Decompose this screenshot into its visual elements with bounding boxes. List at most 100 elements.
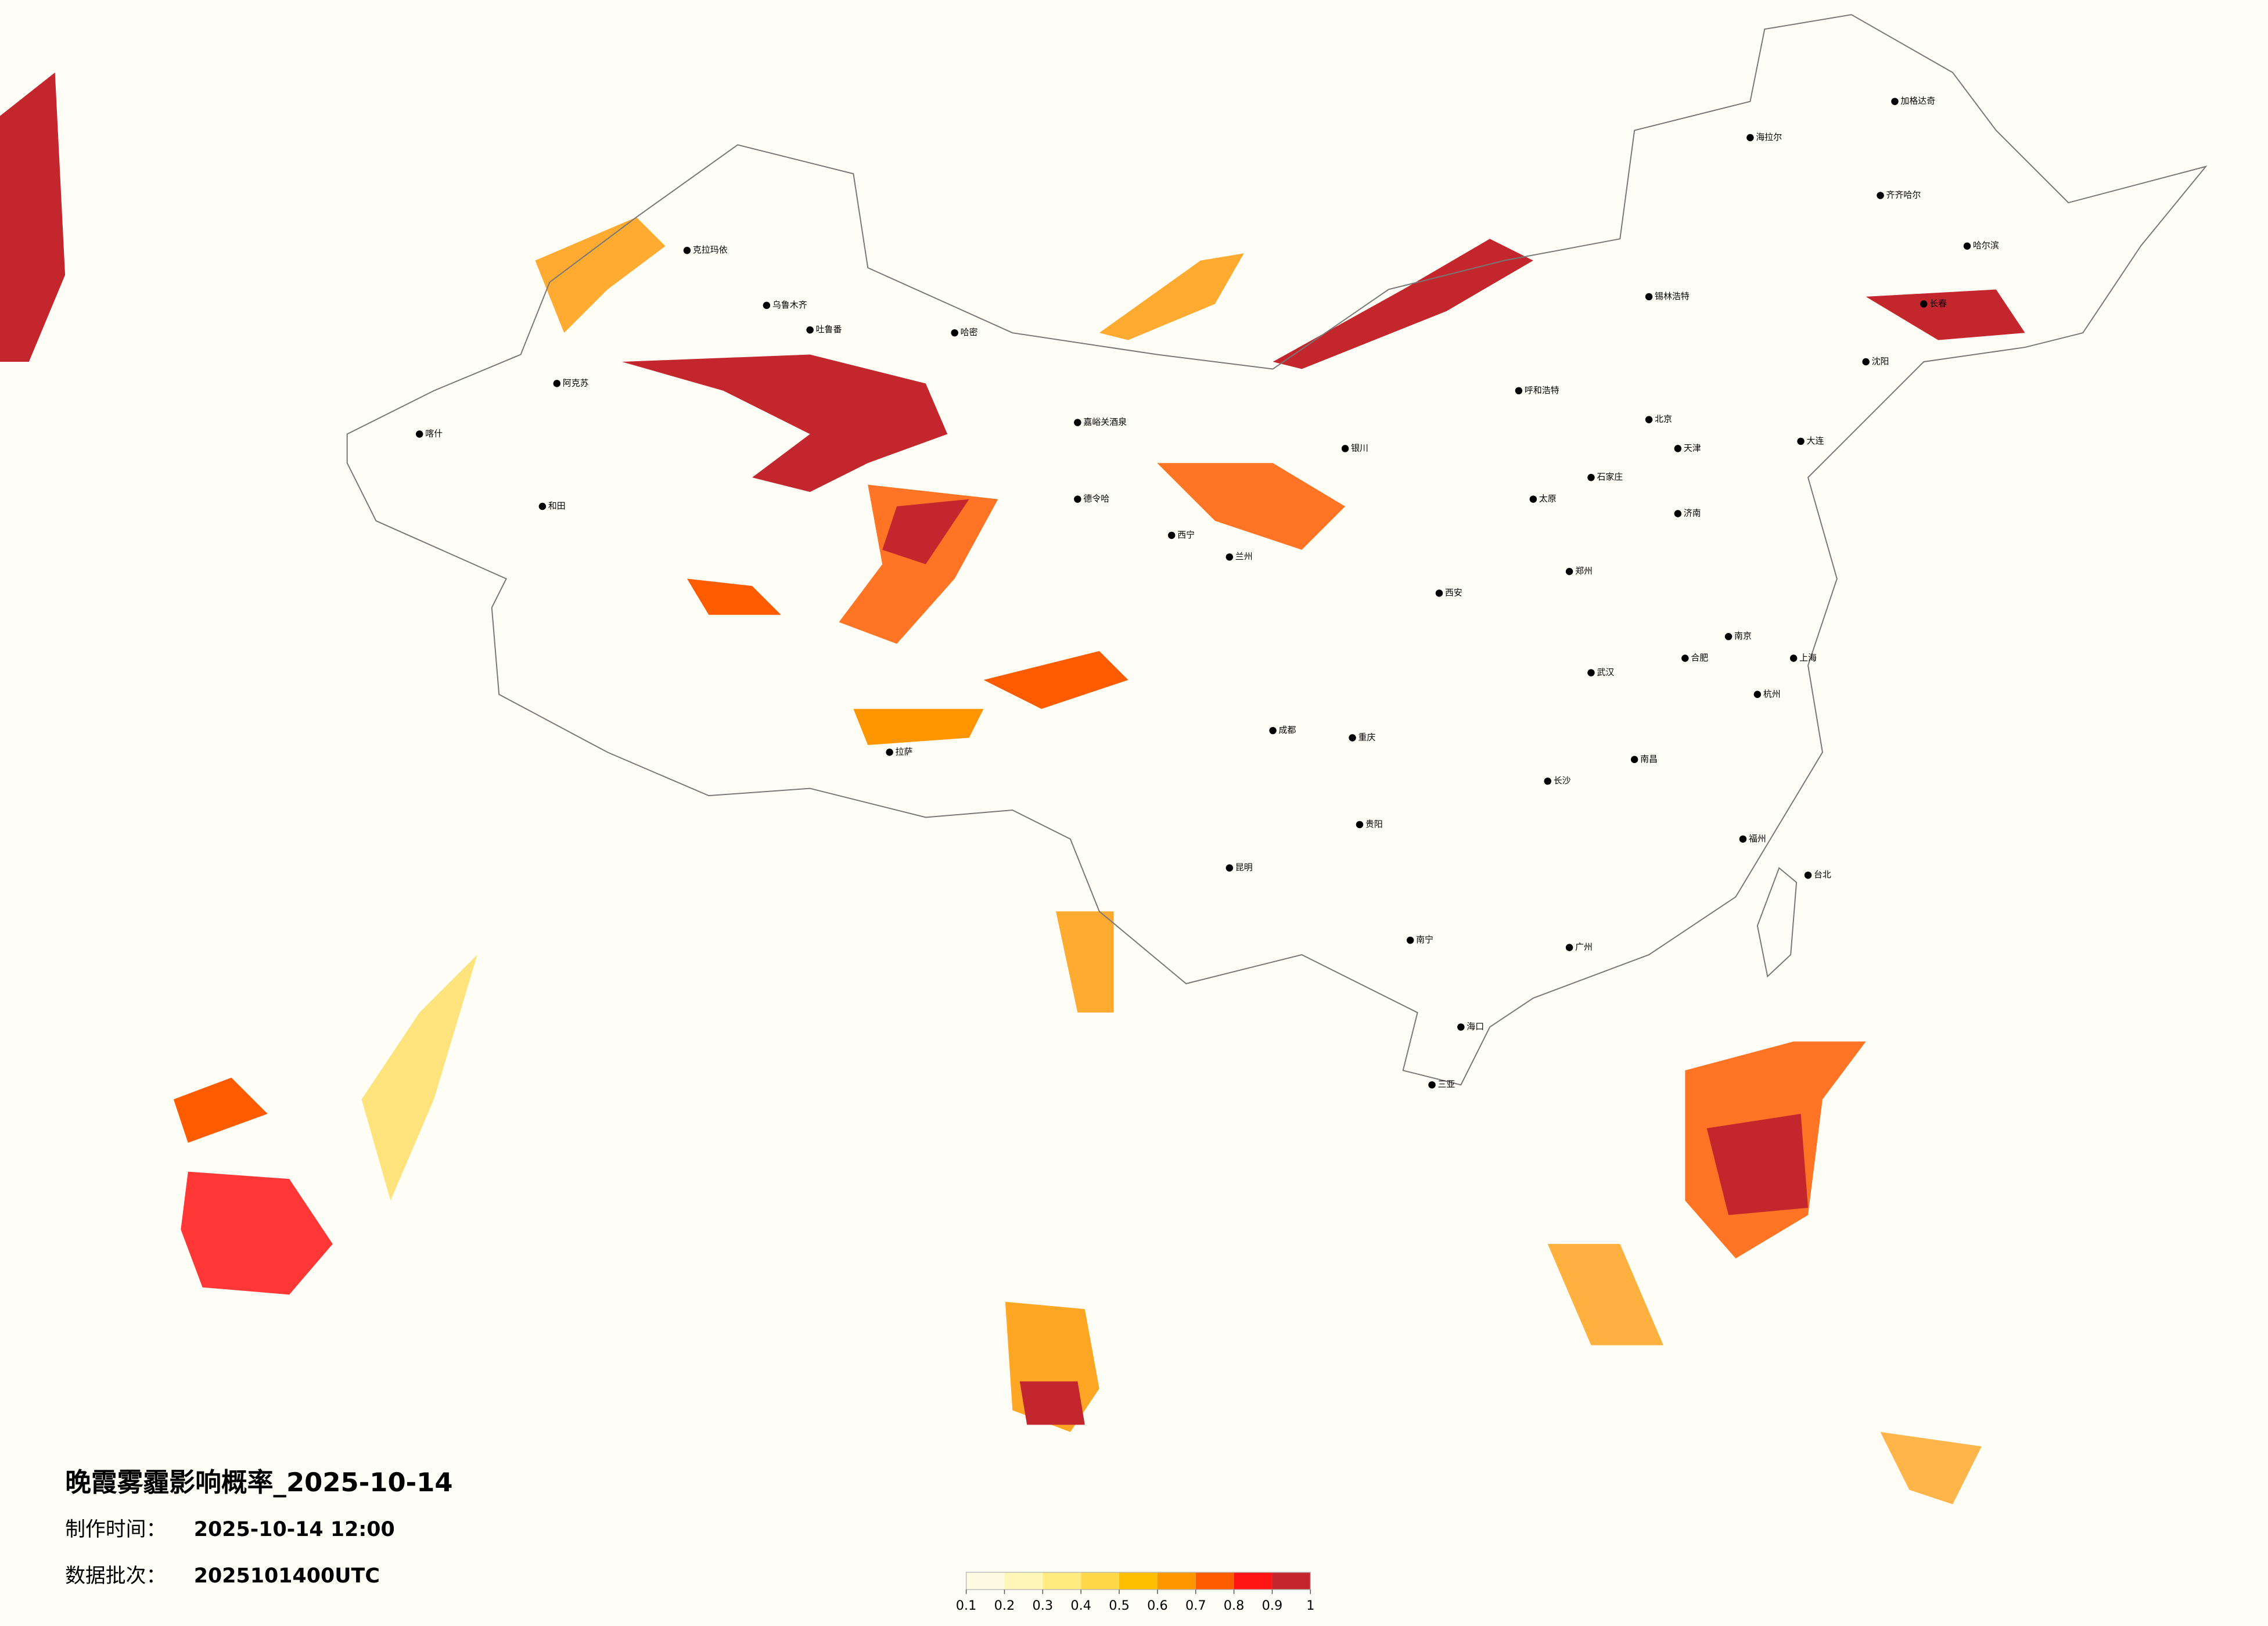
city-dot [1797, 437, 1805, 445]
city-label: 海口 [1467, 1021, 1484, 1032]
city-dot [886, 749, 893, 756]
land-outline [346, 14, 2208, 1086]
city-dot [1920, 300, 1928, 308]
city-label: 乌鲁木齐 [772, 300, 807, 310]
colorbar-tick-label: 0.7 [1185, 1598, 1206, 1613]
city-dot [1074, 419, 1081, 426]
city-label: 太原 [1539, 494, 1557, 504]
city-dot [1877, 192, 1884, 199]
colorbar-segment [1195, 1572, 1234, 1590]
city-label: 哈密 [961, 327, 978, 337]
map-title: 晚霞雾霾影响概率_2025-10-14 [65, 1467, 453, 1498]
city-label: 成都 [1279, 725, 1296, 735]
city-label: 南昌 [1640, 754, 1658, 764]
colorbar-tick-label: 1 [1306, 1598, 1314, 1613]
city-label: 和田 [548, 501, 566, 511]
info-label: 制作时间： [65, 1518, 166, 1541]
city-label: 拉萨 [896, 746, 913, 757]
city-label: 合肥 [1691, 653, 1708, 663]
city-dot [1529, 495, 1537, 503]
city-dot [1225, 864, 1234, 872]
colorbar-segment [1119, 1572, 1158, 1590]
colorbar-segment [1081, 1572, 1120, 1590]
city-label: 重庆 [1358, 732, 1376, 742]
city-dot [1587, 473, 1595, 481]
city-dot [538, 502, 547, 510]
city-dot [1804, 871, 1812, 879]
city-dot [1565, 944, 1573, 951]
city-dot [1963, 242, 1971, 250]
city-dot [415, 430, 423, 438]
city-label: 上海 [1799, 653, 1817, 663]
city-label: 台北 [1814, 869, 1831, 880]
city-label: 沈阳 [1872, 356, 1889, 366]
city-dot [1349, 734, 1356, 742]
city-dot [1225, 553, 1234, 561]
colorbar-tick-label: 0.4 [1070, 1598, 1091, 1613]
city-label: 福州 [1749, 833, 1766, 844]
city-label: 吐鲁番 [816, 324, 842, 334]
city-label: 长春 [1929, 298, 1947, 308]
city-label: 锡林浩特 [1655, 291, 1690, 301]
city-dot [1074, 495, 1081, 503]
city-label: 南宁 [1416, 934, 1433, 945]
city-label: 大连 [1807, 436, 1824, 446]
city-dot [1428, 1081, 1436, 1089]
city-label: 呼和浩特 [1525, 385, 1559, 395]
colorbar-frame [965, 1571, 1311, 1591]
colorbar-tick-label: 0.5 [1109, 1598, 1130, 1613]
city-dot [1739, 835, 1747, 843]
city-label: 石家庄 [1597, 472, 1623, 482]
city-label: 北京 [1655, 414, 1672, 425]
city-label: 西安 [1445, 587, 1462, 598]
city-label: 齐齐哈尔 [1886, 190, 1921, 200]
colorbar-tick-label: 0.8 [1224, 1598, 1245, 1613]
city-dot [1681, 654, 1689, 662]
city-label: 喀什 [425, 429, 443, 439]
city-dot [553, 380, 561, 387]
city-dot [1341, 445, 1349, 452]
colorbar-segment [1043, 1572, 1081, 1590]
city-label: 武汉 [1597, 667, 1614, 677]
city-dot [1457, 1023, 1465, 1031]
city-dot [1862, 358, 1870, 366]
city-label: 银川 [1351, 443, 1368, 453]
city-dot [1544, 777, 1551, 785]
city-label: 海拉尔 [1756, 132, 1782, 142]
city-dot [1435, 589, 1443, 597]
city-label: 杭州 [1763, 689, 1781, 699]
city-dot [1630, 756, 1638, 764]
city-label: 哈尔滨 [1973, 240, 1999, 251]
colorbar-segment [966, 1572, 1005, 1590]
info-label: 数据批次： [65, 1564, 166, 1588]
city-dot [1645, 416, 1653, 423]
city-dot [1746, 134, 1754, 142]
city-label: 嘉峪关酒泉 [1083, 417, 1127, 427]
city-label: 三亚 [1437, 1079, 1455, 1089]
colorbar-segment [1004, 1572, 1043, 1590]
city-dot [1724, 632, 1733, 641]
colorbar-tick-label: 0.1 [956, 1598, 977, 1613]
city-dot [1891, 98, 1899, 105]
city-dot [1565, 567, 1573, 575]
city-label: 西宁 [1177, 530, 1195, 540]
city-dot [1406, 936, 1414, 944]
city-dot [1753, 690, 1762, 699]
city-dot [763, 301, 771, 310]
city-label: 加格达奇 [1900, 96, 1935, 106]
city-label: 阿克苏 [563, 377, 589, 388]
colorbar-tick-label: 0.3 [1033, 1598, 1054, 1613]
city-label: 克拉玛依 [693, 244, 728, 255]
city-dot [1269, 726, 1277, 735]
city-label: 济南 [1684, 508, 1701, 518]
city-label: 长沙 [1554, 775, 1571, 786]
colorbar-tick-label: 0.6 [1147, 1598, 1168, 1613]
city-dot [683, 246, 691, 254]
colorbar-segment [1157, 1572, 1196, 1590]
city-dot [806, 326, 814, 334]
city-label: 郑州 [1575, 566, 1593, 576]
city-label: 德令哈 [1083, 494, 1109, 504]
city-dot [1587, 669, 1595, 677]
